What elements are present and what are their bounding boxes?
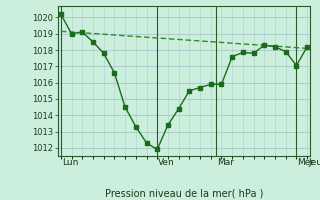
Text: Ven: Ven (158, 158, 175, 167)
Text: Lun: Lun (62, 158, 78, 167)
Text: Mar: Mar (217, 158, 234, 167)
Text: Jeu: Jeu (308, 158, 320, 167)
Text: Pression niveau de la mer( hPa ): Pression niveau de la mer( hPa ) (105, 189, 263, 199)
Text: Mer: Mer (298, 158, 315, 167)
